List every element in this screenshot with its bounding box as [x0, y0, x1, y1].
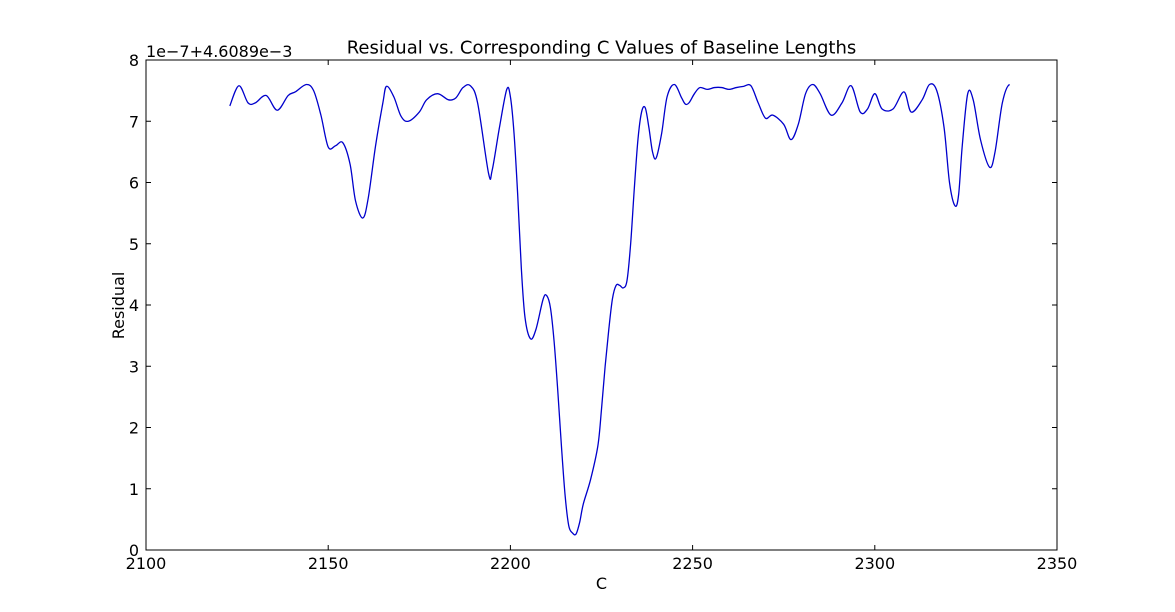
x-tick-label-3: 2250 [672, 554, 713, 573]
chart-title: Residual vs. Corresponding C Values of B… [347, 38, 857, 59]
offset-label: 1e−7+4.6089e−3 [146, 42, 292, 61]
x-tick-label-5: 2350 [1037, 554, 1078, 573]
plot-frame [145, 59, 1058, 551]
x-tick-label-1: 2150 [308, 554, 349, 573]
tick-labels: 2100 2150 2200 2250 2300 2350 0 1 2 3 4 5 6 7 8 [126, 51, 1078, 573]
y-tick-label-2: 2 [129, 419, 139, 438]
x-axis-label: C [596, 574, 607, 593]
x-tick-label-2: 2200 [490, 554, 531, 573]
y-tick-label-0: 0 [129, 541, 139, 560]
y-tick-label-6: 6 [129, 174, 139, 193]
y-tick-label-3: 3 [129, 357, 139, 376]
x-tick-label-0: 2100 [126, 554, 167, 573]
y-tick-label-8: 8 [129, 51, 139, 70]
plot-area [229, 83, 1010, 536]
y-tick-label-7: 7 [129, 112, 139, 131]
series-line-0 [229, 83, 1010, 536]
y-axis-label: Residual [109, 272, 128, 340]
y-tick-label-4: 4 [129, 296, 139, 315]
y-tick-label-1: 1 [129, 480, 139, 499]
y-tick-label-5: 5 [129, 235, 139, 254]
x-tick-label-4: 2300 [854, 554, 895, 573]
